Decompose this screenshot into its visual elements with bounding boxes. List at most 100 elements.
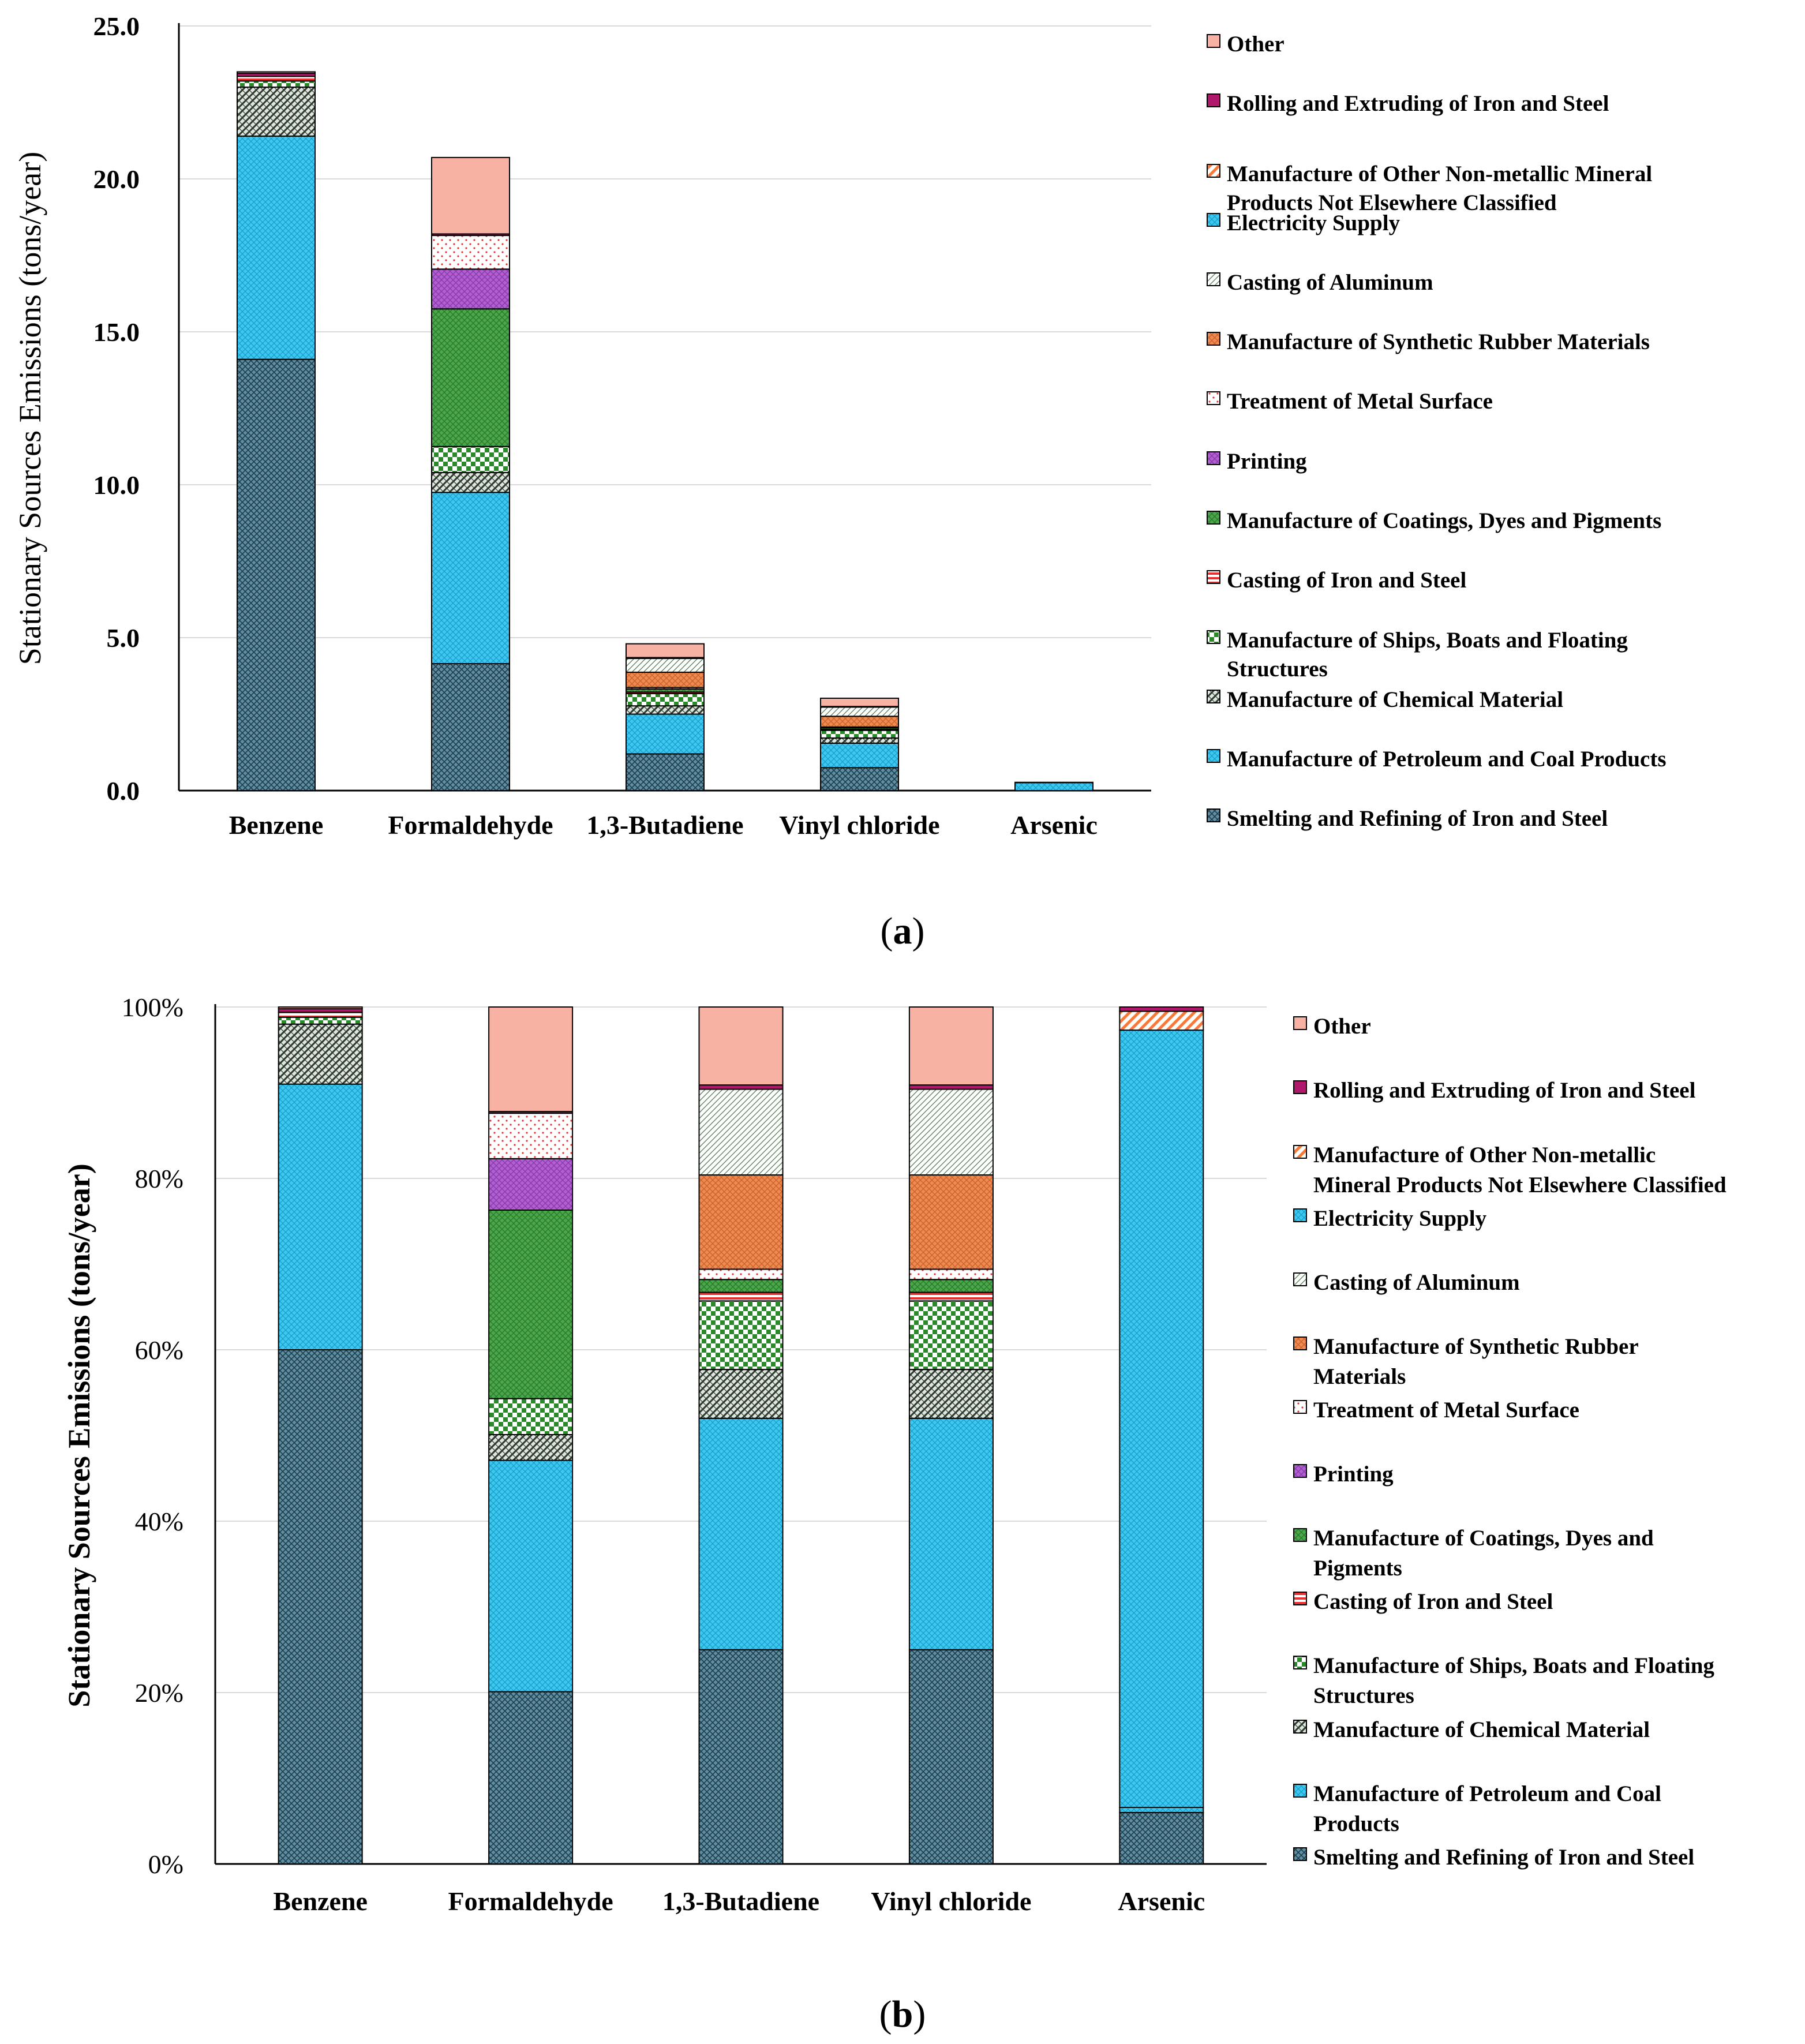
bar-segment-arsenic-smelting [1119, 1811, 1204, 1865]
legend-label-other: Other [1227, 32, 1285, 57]
y-tick-label: 40% [135, 1507, 184, 1536]
bar-segment-formaldehyde-smelting [431, 663, 510, 792]
x-category-label: Arsenic [1118, 1886, 1205, 1916]
bar-segment-vinyl-chloride-casting_iron [908, 1291, 994, 1302]
legend-label-rubber: Manufacture of Synthetic Rubber [1313, 1334, 1639, 1359]
bar-segment-benzene-other [237, 71, 316, 74]
bar-segment-1-3-butadiene-other [698, 1006, 784, 1086]
bar-segment-benzene-chemical [278, 1023, 363, 1085]
legend-label-ships: Structures [1227, 657, 1328, 682]
legend-label-nonmetallic: Manufacture of Other Non-metallic [1313, 1143, 1656, 1167]
bar-segment-formaldehyde-printing [431, 268, 510, 310]
legend-label-rolling: Rolling and Extruding of Iron and Steel [1227, 91, 1609, 116]
bar-segment-1-3-butadiene-treatment [698, 1268, 784, 1281]
x-category-label: 1,3-Butadiene [662, 1886, 819, 1916]
bar-segment-arsenic-rolling [1119, 1006, 1204, 1012]
legend-label-aluminum: Casting of Aluminum [1313, 1270, 1520, 1295]
bar-segment-formaldehyde-treatment [431, 235, 510, 270]
legend-swatch-casting_iron [1207, 570, 1220, 584]
legend-label-nonmetallic: Mineral Products Not Elsewhere Classifie… [1313, 1173, 1727, 1197]
x-category-label: Arsenic [1010, 810, 1098, 840]
x-category-label: Formaldehyde [448, 1886, 613, 1916]
chart-a: 0.0 5.0 10.0 15.0 20.0 25.0 Benzene Formaldehyd… [13, 12, 1667, 952]
bar-segment-arsenic-petroleum [1119, 1806, 1204, 1813]
legend-swatch-printing [1207, 451, 1220, 465]
legend-swatch-rolling [1293, 1080, 1307, 1094]
legend-label-smelting: Smelting and Refining of Iron and Steel [1227, 806, 1608, 831]
legend-swatch-nonmetallic [1207, 164, 1220, 178]
bar-segment-benzene-casting_iron [278, 1011, 363, 1018]
legend-label-smelting: Smelting and Refining of Iron and Steel [1313, 1845, 1694, 1870]
bar-segment-1-3-butadiene-casting_iron [698, 1291, 784, 1302]
legend-swatch-smelting [1293, 1847, 1307, 1861]
bar-segment-vinyl-chloride-rubber [908, 1174, 994, 1270]
legend-label-petroleum: Manufacture of Petroleum and Coal Produc… [1227, 747, 1667, 772]
y-tick-label: 0% [148, 1850, 184, 1879]
bar-segment-1-3-butadiene-petroleum [626, 713, 705, 755]
bar-segment-formaldehyde-chemical [488, 1434, 574, 1461]
legend-swatch-rubber [1293, 1337, 1307, 1350]
legend-label-coatings: Pigments [1313, 1556, 1402, 1581]
legend-swatch-casting_iron [1293, 1592, 1307, 1605]
legend-swatch-electricity [1207, 213, 1220, 227]
legend-label-petroleum: Products [1313, 1811, 1399, 1836]
bar-segment-arsenic-electricity [1119, 1030, 1204, 1808]
bar-segment-benzene-ships [278, 1016, 363, 1025]
legend-label-aluminum: Casting of Aluminum [1227, 270, 1433, 295]
bar-segment-benzene-petroleum [237, 135, 316, 360]
bar-segment-vinyl-chloride-other [908, 1006, 994, 1086]
panel-label: (a) [881, 910, 925, 952]
bar-segment-1-3-butadiene-aluminum [698, 1088, 784, 1176]
legend-swatch-electricity [1293, 1208, 1307, 1222]
legend-swatch-nonmetallic [1293, 1145, 1307, 1159]
bar-segment-benzene-chemical [237, 87, 316, 137]
legend-label-ships: Structures [1313, 1683, 1414, 1708]
bar-segment-formaldehyde-chemical [431, 471, 510, 493]
bar-segment-benzene-casting_iron [237, 76, 316, 82]
bar-segment-1-3-butadiene-rubber [698, 1174, 784, 1270]
legend-label-rubber: Materials [1313, 1364, 1406, 1389]
bar-segment-formaldehyde-ships [488, 1398, 574, 1436]
legend-swatch-aluminum [1293, 1272, 1307, 1286]
legend-swatch-treatment [1293, 1400, 1307, 1414]
legend-swatch-aluminum [1207, 272, 1220, 286]
legend-label-petroleum: Manufacture of Petroleum and Coal [1313, 1781, 1661, 1806]
y-tick-label: 60% [135, 1335, 184, 1365]
y-tick-label: 25.0 [93, 12, 140, 41]
legend-label-rubber: Manufacture of Synthetic Rubber Material… [1227, 330, 1650, 354]
legend-label-other: Other [1313, 1014, 1371, 1039]
x-category-label: Benzene [229, 810, 324, 840]
bar-segment-formaldehyde-smelting [488, 1691, 574, 1865]
bar-segment-vinyl-chloride-smelting [908, 1649, 994, 1865]
bar-segment-vinyl-chloride-treatment [908, 1268, 994, 1281]
legend-label-casting_iron: Casting of Iron and Steel [1313, 1589, 1553, 1614]
legend-label-coatings: Manufacture of Coatings, Dyes and [1313, 1526, 1654, 1551]
legend-label-chemical: Manufacture of Chemical Material [1313, 1717, 1650, 1742]
legend-label-electricity: Electricity Supply [1227, 211, 1400, 235]
x-category-label: Vinyl chloride [779, 810, 939, 840]
legend: Other Rolling and Extruding of Iron and S… [1293, 1014, 1727, 1870]
y-tick-label: 10.0 [93, 470, 140, 500]
bar-segment-1-3-butadiene-coatings [698, 1279, 784, 1293]
bar-segment-1-3-butadiene-smelting [698, 1649, 784, 1865]
legend-swatch-other [1293, 1016, 1307, 1030]
y-tick-label: 5.0 [107, 623, 140, 653]
legend-swatch-other [1207, 34, 1220, 48]
bar-segment-1-3-butadiene-ships [698, 1300, 784, 1371]
legend-label-chemical: Manufacture of Chemical Material [1227, 687, 1563, 712]
bar-segment-vinyl-chloride-other [820, 697, 899, 707]
legend-label-treatment: Treatment of Metal Surface [1227, 389, 1493, 414]
y-tick-label: 80% [135, 1164, 184, 1193]
x-category-label: 1,3-Butadiene [586, 810, 743, 840]
legend-label-printing: Printing [1227, 449, 1307, 474]
x-category-label: Formaldehyde [388, 810, 553, 840]
y-axis-title: Stationary Sources Emissions (tons/year) [13, 152, 47, 665]
chart-b: 0% 20% 40% 60% 80% 100% Benzene Formaldehyde 1,3… [62, 993, 1727, 2035]
bar-segment-formaldehyde-ships [431, 446, 510, 473]
bar-segment-vinyl-chloride-chemical [820, 737, 899, 744]
bar-segment-vinyl-chloride-smelting [820, 767, 899, 791]
bar-segment-1-3-butadiene-other [626, 643, 705, 658]
y-tick-label: 100% [122, 993, 184, 1022]
legend-label-ships: Manufacture of Ships, Boats and Floating [1227, 628, 1628, 653]
